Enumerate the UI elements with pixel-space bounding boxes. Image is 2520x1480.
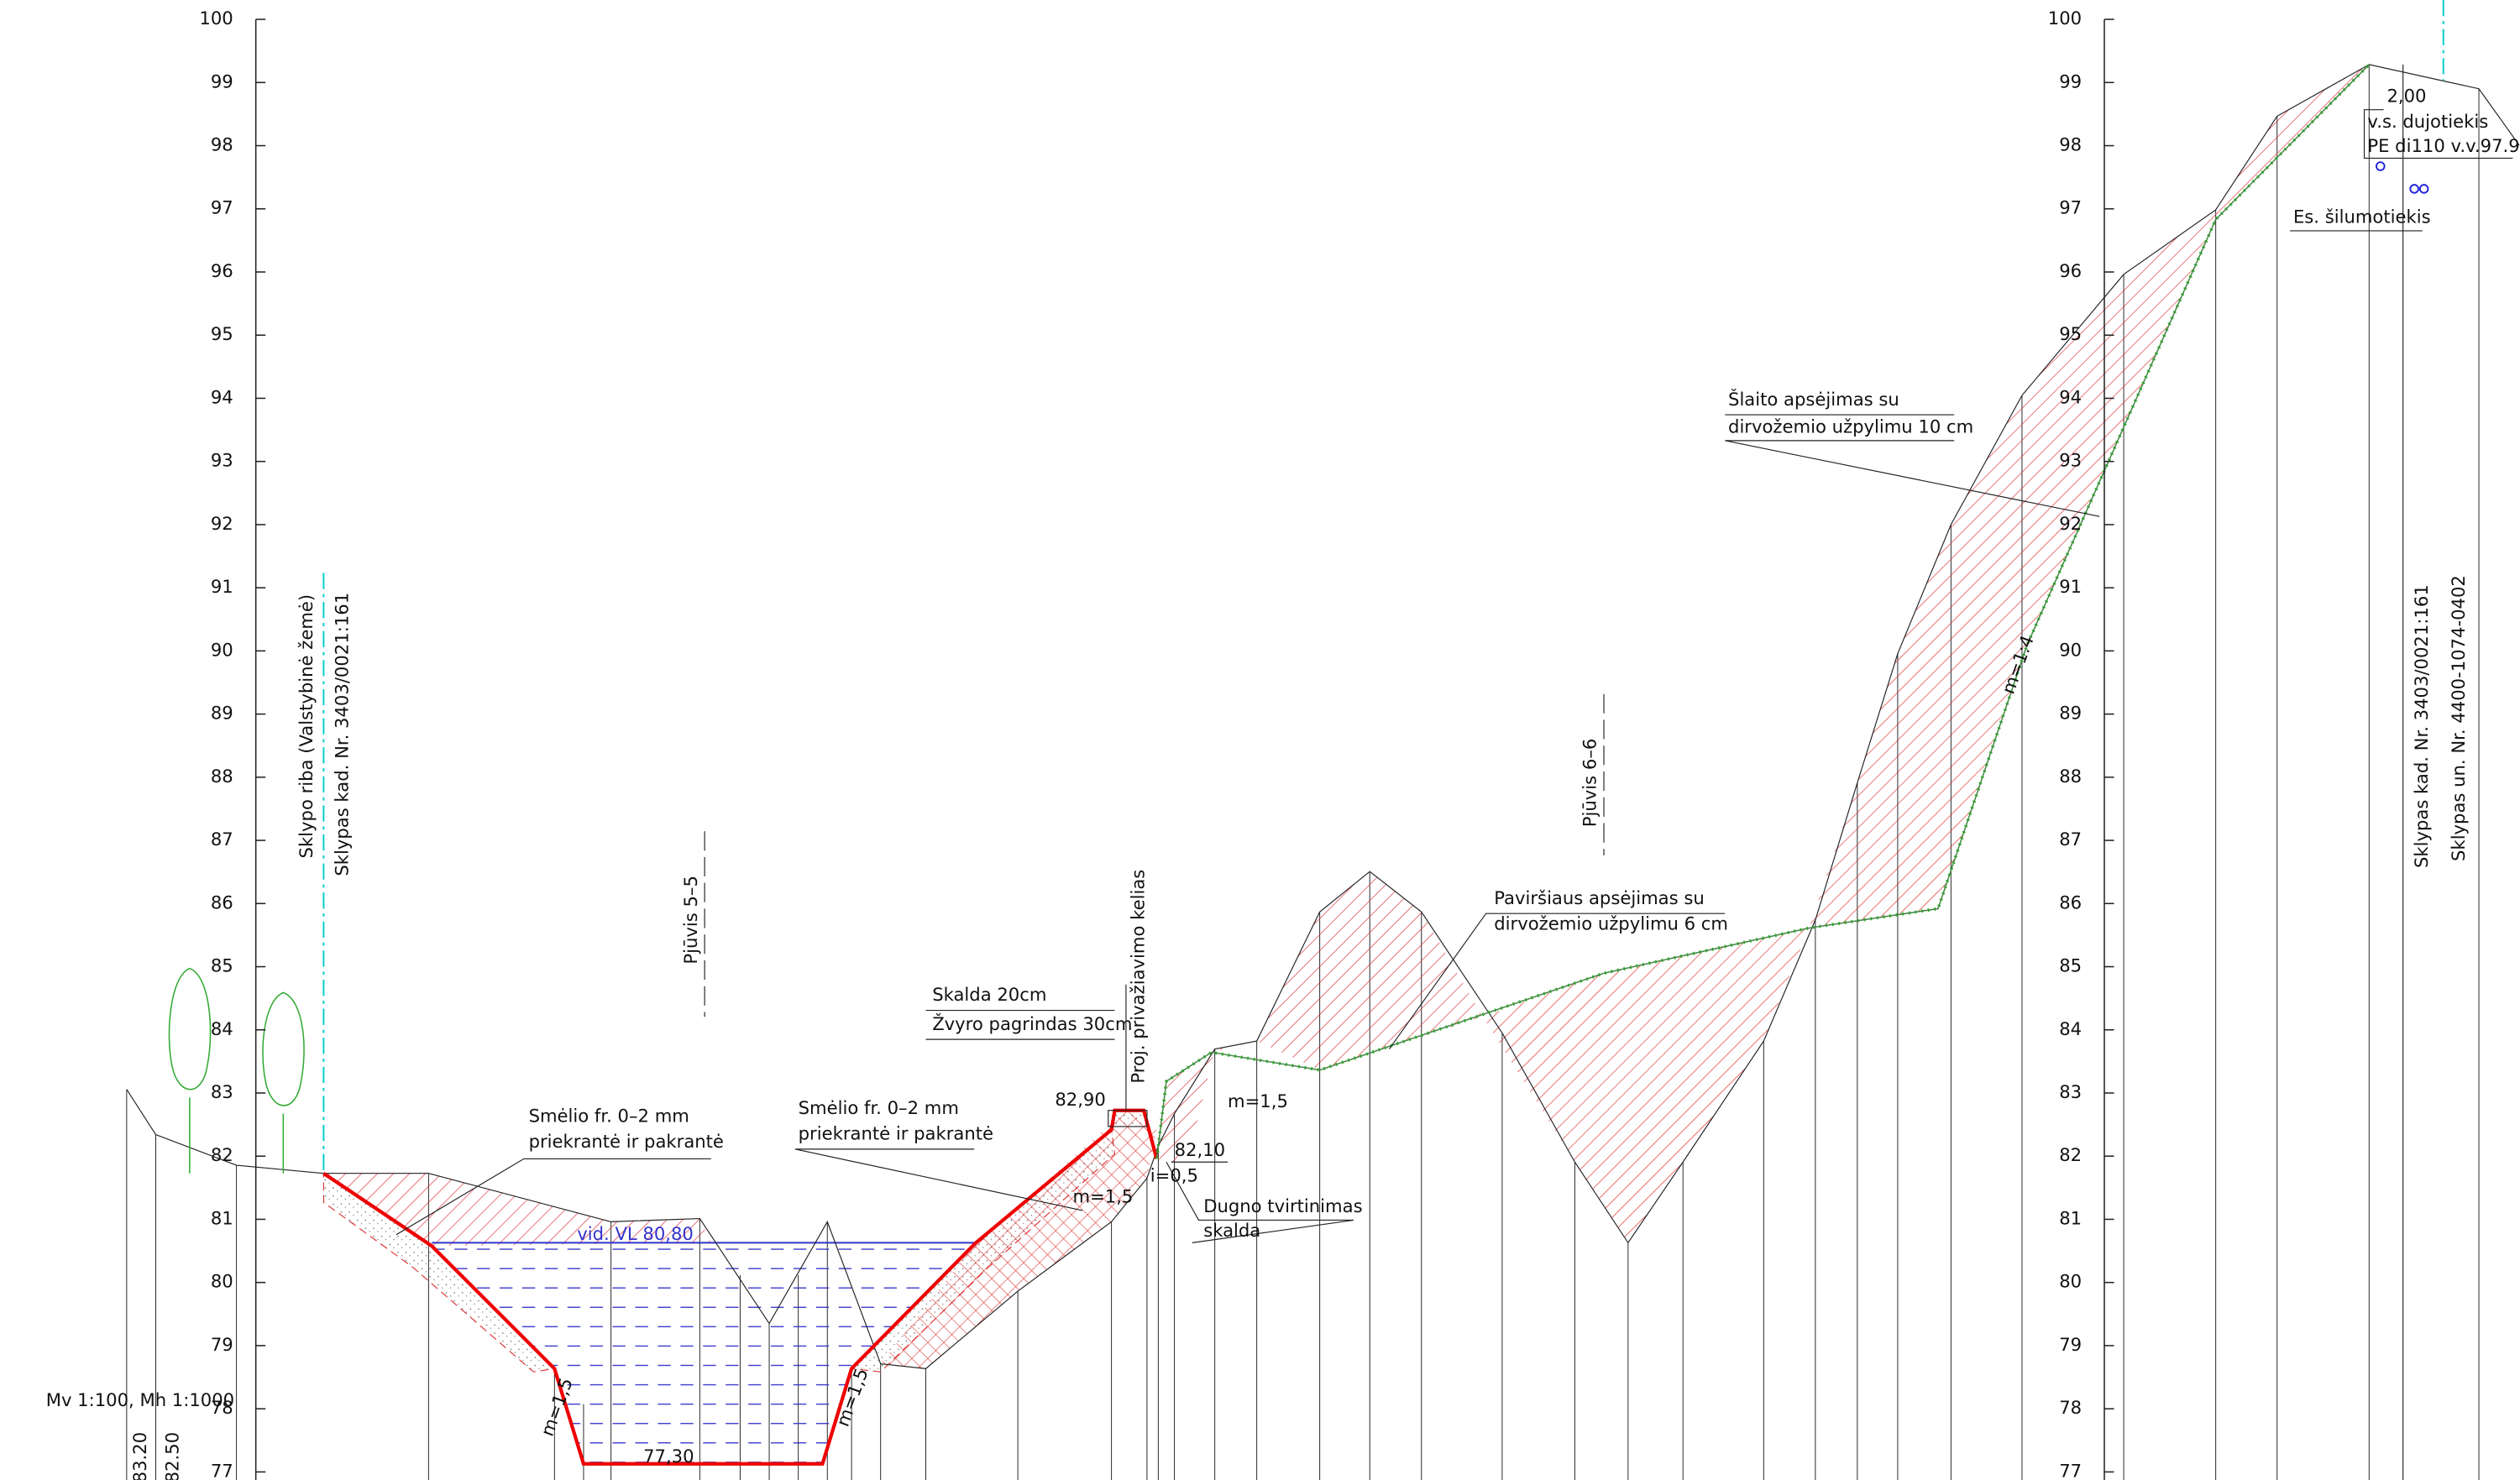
label: Skalda 20cm: [932, 984, 1046, 1005]
label: v.s. dujotiekis: [2367, 111, 2488, 132]
label: 82,10: [1175, 1139, 1225, 1160]
label: vid. VL 80,80: [577, 1223, 694, 1244]
tick-label: 83: [2059, 1081, 2082, 1102]
label: dirvožemio užpylimu 6 cm: [1494, 913, 1728, 934]
label: m=1,5: [1228, 1090, 1288, 1111]
tick-label: 79: [211, 1334, 233, 1355]
label: Smėlio fr. 0–2 mm: [799, 1097, 959, 1118]
label: Paviršiaus apsėjimas su: [1494, 887, 1704, 908]
road-body: [1108, 1110, 1148, 1127]
tick-label: 80: [2059, 1271, 2082, 1292]
tick-label: 84: [2059, 1018, 2082, 1039]
tick-label: 97: [2059, 197, 2082, 218]
tick-label: 93: [2059, 450, 2082, 471]
label: Dugno tvirtinimas: [1203, 1195, 1362, 1216]
tick-label: 83: [211, 1081, 233, 1102]
tick-label: 90: [211, 639, 233, 660]
tick-label: 96: [211, 260, 233, 281]
fill-area: [323, 1173, 711, 1247]
label: 83.20: [129, 1432, 150, 1480]
tick-label: 80: [211, 1271, 233, 1292]
tick-label: 86: [211, 892, 233, 913]
label: Pjūvis 5–5: [680, 876, 701, 965]
tick-label: 89: [2059, 703, 2082, 724]
label: Žvyro pagrindas 30cm: [932, 1013, 1132, 1034]
tick-label: 87: [2059, 829, 2082, 850]
tick-label: 77: [211, 1460, 233, 1480]
label: 2,00: [2386, 85, 2426, 106]
tick-label: 77: [2059, 1460, 2082, 1480]
tick-label: 85: [211, 955, 233, 976]
label: 82,90: [1055, 1089, 1105, 1110]
tick-label: 99: [2059, 71, 2082, 92]
tick-label: 85: [2059, 955, 2082, 976]
tick-label: 88: [211, 766, 233, 787]
tick-label: 78: [2059, 1397, 2082, 1418]
tick-label: 96: [2059, 260, 2082, 281]
label: Šlaito apsėjimas su: [1728, 389, 1899, 410]
pipe: [2375, 161, 2386, 171]
tick-label: 81: [211, 1207, 233, 1228]
tick-label: 100: [199, 8, 233, 29]
tick-label: 82: [2059, 1144, 2082, 1165]
label: Mv 1:100, Mh 1:1000: [46, 1389, 234, 1410]
tick-label: 90: [2059, 639, 2082, 660]
label: Sklypo riba (Valstybinė žemė): [296, 594, 317, 859]
label: Sklypas kad. Nr. 3403/0021:161: [331, 593, 352, 876]
label: skalda: [1203, 1220, 1260, 1241]
tick-label: 95: [211, 323, 233, 344]
label: Pjūvis 6–6: [1580, 739, 1601, 828]
tick-label: 91: [211, 576, 233, 597]
ground-line: [126, 64, 2520, 1369]
tick-label: 81: [2059, 1207, 2082, 1228]
tick-label: 82: [211, 1144, 233, 1165]
label: Sklypas un. Nr. 4400-1074-0402: [2448, 575, 2469, 861]
tick-label: 78: [211, 1397, 233, 1418]
tick-label: 98: [211, 134, 233, 155]
label: Es. šilumotiekis: [2293, 207, 2431, 227]
tick-label: 84: [211, 1018, 233, 1039]
label: 77,30: [643, 1446, 694, 1467]
tick-label: 89: [211, 703, 233, 724]
label: priekrantė ir pakrantė: [529, 1131, 724, 1152]
fill-area: [1256, 871, 1483, 1070]
tick-label: 86: [2059, 892, 2082, 913]
tick-label: 92: [2059, 513, 2082, 534]
label: priekrantė ir pakrantė: [799, 1123, 993, 1144]
tick-label: 97: [211, 197, 233, 218]
tick-label: 88: [2059, 766, 2082, 787]
label: PE di110 v.v.97.96: [2367, 135, 2520, 156]
pipe: [2418, 184, 2429, 194]
seeded-line-base: [1155, 64, 2370, 1159]
pipe: [2409, 184, 2419, 194]
label: Sklypas kad. Nr. 3403/0021:161: [2411, 584, 2432, 868]
tick-label: 79: [2059, 1334, 2082, 1355]
fill-area: [1156, 1041, 1257, 1163]
tick-label: 98: [2059, 134, 2082, 155]
tick-label: 87: [211, 829, 233, 850]
label: i=0,5: [1150, 1165, 1198, 1186]
tick-label: 100: [2048, 8, 2082, 29]
fill-area: [1482, 928, 1810, 1243]
label: m=1,5: [1072, 1186, 1133, 1207]
sand-layer: [850, 1128, 1116, 1373]
fill-area: [1809, 64, 2370, 928]
tick-label: 94: [211, 386, 233, 407]
tick-label: 99: [211, 71, 233, 92]
label: Smėlio fr. 0–2 mm: [529, 1105, 689, 1126]
tree: [168, 967, 305, 1174]
leader-lines: [396, 109, 2513, 1243]
label: 82.50: [162, 1432, 183, 1480]
tick-label: 95: [2059, 323, 2082, 344]
label: Proj. privažiavimo kelias: [1127, 870, 1148, 1084]
tick-label: 93: [211, 450, 233, 471]
tick-label: 94: [2059, 386, 2082, 407]
tick-label: 92: [211, 513, 233, 534]
label: dirvožemio užpylimu 10 cm: [1728, 416, 1973, 437]
tick-label: 91: [2059, 576, 2082, 597]
